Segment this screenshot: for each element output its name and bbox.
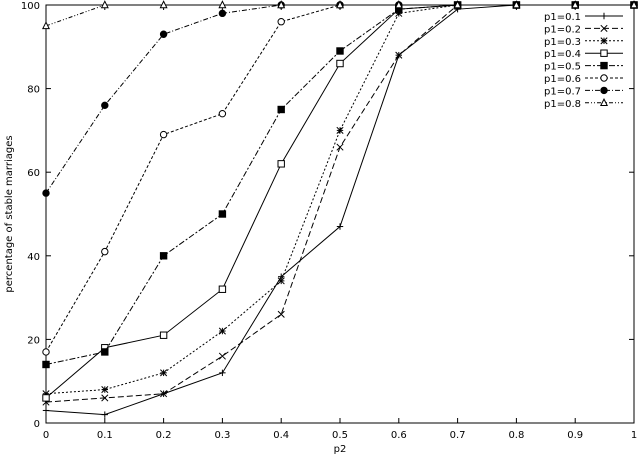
legend-label: p1=0.2: [544, 24, 581, 35]
data-point: [159, 252, 168, 260]
x-tick-label: 1: [631, 430, 637, 441]
data-point: [277, 105, 285, 114]
data-point: [101, 394, 109, 402]
data-point: [218, 210, 227, 218]
data-point: [336, 143, 344, 151]
data-point: [394, 0, 403, 9]
data-point: [42, 394, 50, 402]
data-point: [218, 9, 227, 18]
data-point: [160, 390, 168, 398]
legend-label: p1=0.7: [544, 86, 581, 97]
data-point: [101, 247, 109, 256]
data-point: [100, 0, 109, 9]
data-point: [218, 285, 227, 293]
series-p1=0.8: [41, 0, 638, 30]
legend-marker: [600, 61, 608, 70]
data-point: [218, 109, 227, 118]
data-point: [42, 189, 50, 197]
data-point: [629, 0, 638, 9]
data-point: [571, 0, 580, 9]
y-tick-label: 20: [27, 335, 40, 346]
series-group: [41, 0, 638, 418]
legend: p1=0.1p1=0.2p1=0.3p1=0.4p1=0.5p1=0.6p1=0…: [544, 12, 623, 110]
data-point: [336, 126, 344, 134]
legend-label: p1=0.4: [544, 49, 581, 60]
legend-label: p1=0.1: [544, 12, 581, 23]
data-point: [101, 348, 109, 356]
x-tick-label: 0.1: [97, 430, 113, 441]
legend-marker: [600, 74, 608, 82]
legend-label: p1=0.5: [544, 62, 581, 73]
x-axis-label: p2: [334, 444, 347, 455]
x-tick-label: 0.9: [567, 430, 583, 441]
data-point: [277, 0, 286, 9]
y-tick-label: 0: [34, 419, 40, 430]
y-tick-label: 40: [27, 252, 40, 263]
data-point: [42, 360, 50, 369]
x-tick-label: 0.8: [508, 430, 524, 441]
x-tick-label: 0.6: [391, 430, 407, 441]
x-tick-label: 0: [43, 430, 49, 441]
data-point: [101, 386, 109, 394]
legend-label: p1=0.6: [544, 74, 581, 85]
x-tick-label: 0.5: [332, 430, 348, 441]
data-point: [512, 0, 521, 9]
data-point: [159, 30, 168, 38]
y-axis-label: percentage of stable marriages: [4, 135, 15, 292]
data-point: [218, 352, 226, 360]
data-point: [159, 331, 168, 339]
y-tick-label: 80: [27, 85, 40, 96]
legend-marker: [600, 12, 608, 20]
x-tick-label: 0.4: [273, 430, 289, 441]
data-point: [42, 348, 50, 356]
data-point: [41, 21, 51, 30]
legend-label: p1=0.3: [544, 37, 581, 48]
y-tick-label: 60: [27, 168, 40, 179]
data-point: [219, 369, 226, 377]
data-point: [159, 130, 168, 139]
data-point: [336, 223, 344, 230]
legend-marker: [600, 86, 608, 95]
legend-marker: [600, 37, 608, 45]
legend-marker: [600, 24, 608, 32]
data-point: [336, 59, 344, 68]
data-point: [335, 0, 345, 9]
data-point: [218, 0, 227, 9]
data-point: [395, 51, 403, 59]
axis-ticks: 0 0.1 0.2 0.3 0.4 0.5 0.6 0.7 0.8 0.9 1 0 20 40 60 80 10…: [21, 1, 637, 441]
x-tick-label: 0.2: [156, 430, 172, 441]
data-point: [218, 327, 226, 335]
data-point: [453, 0, 462, 9]
data-point: [277, 18, 285, 26]
data-point: [277, 160, 285, 168]
legend-marker: [600, 49, 608, 57]
data-point: [42, 407, 50, 414]
x-tick-label: 0.7: [450, 430, 466, 441]
legend-marker: [599, 97, 609, 106]
x-tick-label: 0.3: [214, 430, 230, 441]
legend-label: p1=0.8: [544, 99, 581, 110]
data-point: [159, 0, 168, 9]
data-point: [336, 47, 344, 55]
data-point: [277, 277, 285, 285]
data-point: [101, 101, 109, 110]
data-point: [101, 411, 108, 418]
y-tick-label: 100: [21, 1, 40, 12]
data-point: [160, 369, 168, 377]
data-point: [277, 310, 285, 318]
